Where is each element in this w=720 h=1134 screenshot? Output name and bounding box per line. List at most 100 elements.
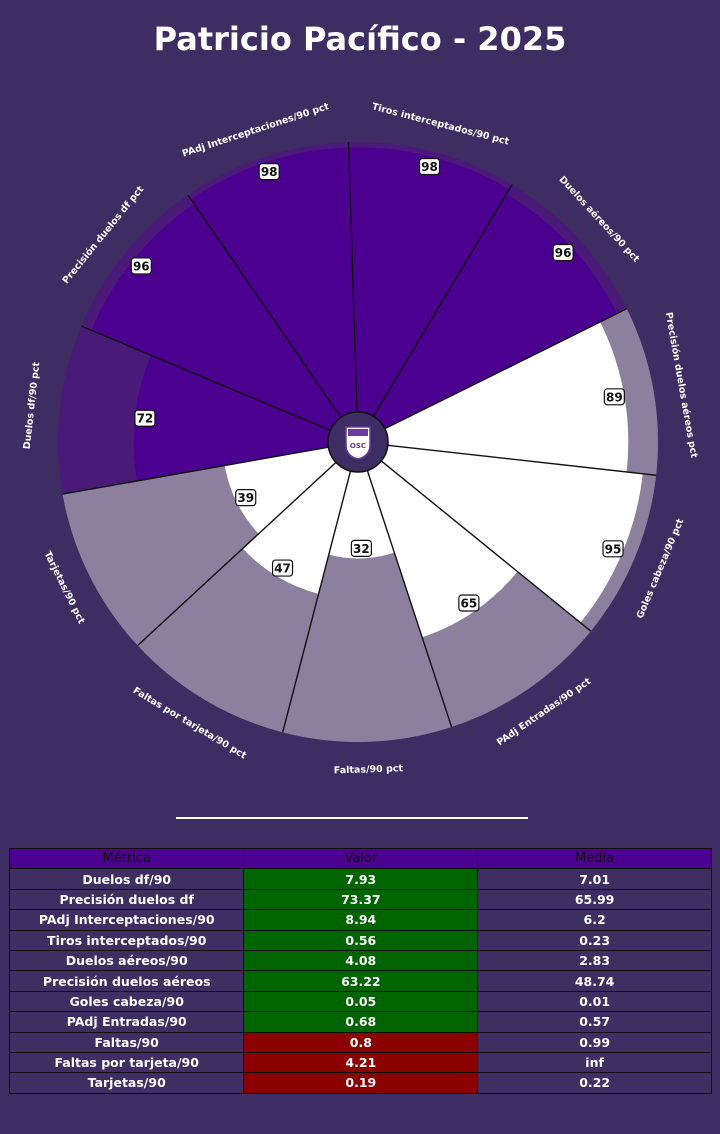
- value-label: 95: [602, 540, 624, 558]
- value-cell: 0.19: [243, 1072, 479, 1094]
- mean-cell: 48.74: [477, 970, 712, 992]
- svg-text:39: 39: [237, 491, 254, 505]
- value-label: 39: [235, 489, 257, 507]
- table-row: Faltas/90 0.8 0.99: [8, 1031, 712, 1053]
- metric-cell: Goles cabeza/90: [8, 990, 245, 1013]
- wedge-divider: [384, 308, 628, 430]
- svg-text:96: 96: [133, 259, 150, 273]
- chart-title: Patricio Pacífico - 2025: [153, 20, 567, 58]
- mean-cell: 0.99: [477, 1031, 712, 1053]
- table-row: Tiros interceptados/90 0.56 0.23: [8, 929, 712, 951]
- wedge-divider: [281, 470, 352, 733]
- center-logo: OSC: [327, 411, 389, 473]
- value-label: 96: [130, 257, 152, 275]
- table-row: Precisión duelos aéreos 63.22 48.74: [8, 970, 712, 992]
- mean-cell: 7.01: [477, 868, 712, 890]
- stats-table: Métrica Valor Media Duelos df/90 7.93 7.01…: [8, 847, 712, 1094]
- wedge-divider: [380, 460, 592, 632]
- metric-cell: Tiros interceptados/90: [8, 929, 245, 951]
- parameter-label: Duelos df/90 pct: [22, 361, 43, 450]
- mean-cell: inf: [477, 1051, 712, 1074]
- value-cell: 4.21: [243, 1051, 479, 1074]
- value-wedge: [381, 445, 643, 623]
- header-mean: Media: [477, 847, 712, 870]
- value-wedge: [133, 355, 331, 481]
- value-label: 65: [458, 594, 480, 612]
- table-row: PAdj Entradas/90 0.68 0.57: [8, 1011, 712, 1033]
- value-cell: 0.56: [243, 929, 479, 951]
- svg-text:95: 95: [605, 542, 622, 556]
- value-wedge: [242, 462, 351, 594]
- value-wedge: [190, 147, 358, 418]
- value-cell: 73.37: [243, 888, 479, 911]
- mean-cell: 0.57: [477, 1011, 712, 1033]
- wedge-divider: [387, 444, 657, 476]
- separator-line: [176, 817, 528, 819]
- value-label: 89: [603, 388, 625, 406]
- mean-cell: 6.2: [477, 909, 712, 931]
- svg-text:32: 32: [353, 542, 370, 556]
- value-cell: 7.93: [243, 868, 479, 890]
- value-wedge: [367, 460, 518, 638]
- svg-text:47: 47: [274, 562, 291, 576]
- value-wedge: [348, 147, 510, 417]
- metric-cell: Faltas/90: [8, 1031, 245, 1053]
- divider-lines: [62, 142, 657, 733]
- value-cell: 0.05: [243, 990, 479, 1013]
- value-cell: 4.08: [243, 949, 479, 972]
- value-label: 98: [258, 163, 280, 181]
- wedge-divider: [137, 461, 337, 647]
- metric-cell: PAdj Interceptaciones/90: [8, 909, 245, 931]
- value-label: 72: [134, 409, 156, 427]
- value-wedge: [224, 447, 336, 534]
- svg-text:98: 98: [421, 160, 438, 174]
- value-wedge: [384, 321, 629, 472]
- table-row: Precisión duelos df 73.37 65.99: [8, 888, 712, 911]
- svg-text:OSC: OSC: [350, 442, 366, 450]
- value-label: 98: [418, 157, 441, 176]
- background-wedge: [282, 470, 452, 743]
- metric-cell: Duelos aéreos/90: [8, 949, 245, 972]
- mean-cell: 2.83: [477, 949, 712, 972]
- metric-cell: Faltas por tarjeta/90: [8, 1051, 245, 1074]
- value-label: 32: [350, 539, 372, 557]
- parameter-label: Precisión duelos aéreos pct: [663, 311, 700, 459]
- table-row: Duelos df/90 7.93 7.01: [8, 868, 712, 890]
- value-cell: 0.8: [243, 1031, 479, 1053]
- svg-text:98: 98: [261, 165, 278, 179]
- parameter-label: Tarjetas/90 pct: [42, 550, 87, 627]
- header-metric: Métrica: [8, 847, 245, 870]
- metric-cell: Precisión duelos df: [8, 888, 245, 911]
- table-header-row: Métrica Valor Media: [8, 847, 712, 870]
- table-row: Goles cabeza/90 0.05 0.01: [8, 990, 712, 1013]
- value-labels: 72 96 98 98 96 89 95 65 32 47 39: [130, 157, 625, 612]
- mean-cell: 0.23: [477, 929, 712, 951]
- value-cell: 0.68: [243, 1011, 479, 1033]
- metric-cell: Precisión duelos aéreos: [8, 970, 245, 992]
- mean-cell: 65.99: [477, 888, 712, 911]
- svg-text:89: 89: [606, 390, 623, 404]
- wedge-divider: [81, 325, 331, 432]
- svg-text:72: 72: [137, 412, 154, 426]
- parameter-label: Faltas/90 pct: [334, 763, 404, 776]
- wedge-divider: [366, 470, 453, 728]
- table-row: Tarjetas/90 0.19 0.22: [8, 1072, 712, 1094]
- mean-cell: 0.22: [477, 1072, 712, 1094]
- value-label: 47: [271, 559, 294, 577]
- wedge-divider: [187, 194, 342, 418]
- value-cell: 63.22: [243, 970, 479, 992]
- wedge-divider: [347, 142, 358, 413]
- table-row: PAdj Interceptaciones/90 8.94 6.2: [8, 909, 712, 931]
- club-crest-icon: OSC: [345, 426, 371, 460]
- mean-cell: 0.01: [477, 990, 712, 1013]
- metric-cell: Tarjetas/90: [8, 1072, 245, 1094]
- metric-cell: PAdj Entradas/90: [8, 1011, 245, 1033]
- value-label: 96: [552, 243, 574, 262]
- parameter-label: Tiros interceptados/90 pct: [371, 101, 511, 147]
- metric-cell: Duelos df/90: [8, 868, 245, 890]
- table-row: Faltas por tarjeta/90 4.21 inf: [8, 1051, 712, 1074]
- table-row: Duelos aéreos/90 4.08 2.83: [8, 949, 712, 972]
- header-value: Valor: [243, 847, 479, 870]
- svg-text:65: 65: [461, 597, 478, 611]
